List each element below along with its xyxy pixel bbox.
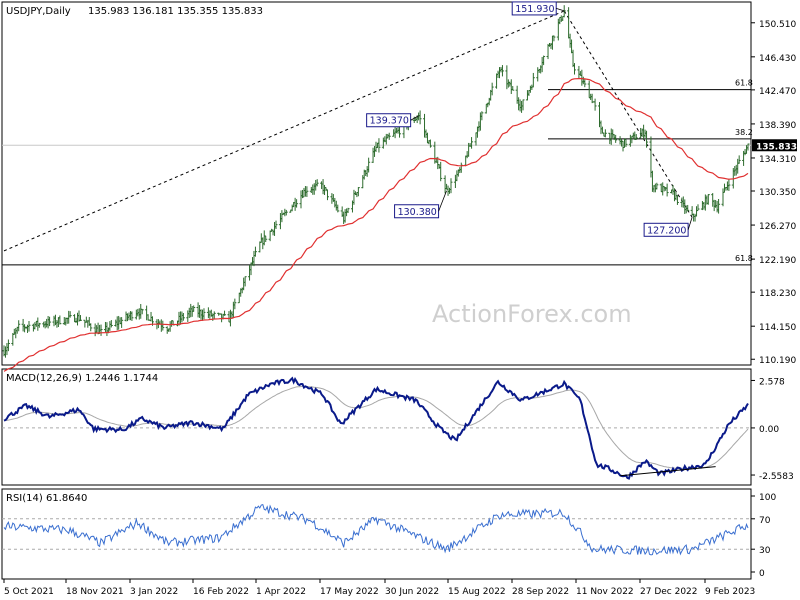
- price-axis-label: 134.310: [759, 155, 796, 165]
- rsi-line: [3, 503, 749, 556]
- last-price-tag: [752, 139, 797, 152]
- macd-axis-label: -2.5583: [759, 472, 794, 482]
- macd-title: MACD(12,26,9) 1.2446 1.1744: [6, 373, 158, 384]
- rsi-axis-label: 70: [759, 516, 771, 526]
- x-axis: 5 Oct 2021 18 Nov 2021 3 Jan 2022 16 Feb 20…: [3, 579, 755, 597]
- annotation-leader: [410, 115, 419, 121]
- moving-average-line: [3, 77, 749, 372]
- price-axis-label: 110.190: [759, 356, 796, 366]
- watermark: ActionForex.com: [432, 300, 632, 328]
- price-axis-label: 126.270: [759, 222, 796, 232]
- price-axis-label: 114.150: [759, 323, 796, 333]
- price-axis-label: 150.510: [759, 20, 796, 30]
- dashed-trendline: [563, 10, 693, 218]
- macd-axis-label: 2.578: [759, 377, 785, 387]
- macd-divergence-line: [620, 466, 716, 477]
- x-axis-label: 9 Feb 2023: [705, 587, 755, 597]
- rsi-panel: 100 70 30 0: [2, 493, 776, 579]
- price-axis-label: 118.230: [759, 289, 796, 299]
- x-axis-label: 15 Aug 2022: [448, 587, 506, 597]
- annotation-leader: [438, 190, 447, 212]
- rsi-axis-label: 0: [759, 569, 765, 579]
- price-axis-label: 130.350: [759, 188, 796, 198]
- rsi-axis-label: 30: [759, 546, 771, 556]
- last-price-label: 135.833: [756, 142, 797, 152]
- macd-panel-frame: [1, 368, 752, 486]
- x-axis-label: 18 Nov 2021: [66, 587, 124, 597]
- x-axis-label: 17 May 2022: [320, 587, 379, 597]
- x-axis-label: 5 Oct 2021: [4, 587, 54, 597]
- x-axis-label: 16 Feb 2022: [193, 587, 249, 597]
- price-panel-frame: [1, 1, 752, 366]
- annotation-leader: [556, 8, 565, 12]
- price-annotation-label: 139.370: [370, 116, 409, 127]
- x-axis-label: 28 Sep 2022: [512, 587, 569, 597]
- annotation-leader: [687, 217, 693, 230]
- x-axis-label: 30 Jun 2022: [385, 587, 439, 597]
- fib-level-label: 38.2: [735, 128, 753, 137]
- rsi-title: RSI(14) 61.8640: [6, 493, 87, 504]
- chart-symbol: USDJPY,Daily: [6, 6, 71, 17]
- x-axis-label: 11 Nov 2022: [576, 587, 634, 597]
- price-axis-label: 142.470: [759, 87, 796, 97]
- price-annotation-label: 127.200: [647, 225, 686, 236]
- fib-level-label: 61.8: [735, 254, 753, 263]
- chart-ohlc: 135.983 136.181 135.355 135.833: [88, 6, 263, 17]
- x-axis-label: 27 Dec 2022: [640, 587, 698, 597]
- macd-line: [3, 376, 749, 480]
- x-axis-label: 1 Apr 2022: [256, 587, 306, 597]
- price-axis-label: 138.390: [759, 121, 796, 131]
- fib-level-label: 61.8: [735, 79, 753, 88]
- rsi-axis-label: 100: [759, 493, 776, 503]
- price-annotation-label: 151.930: [515, 4, 554, 15]
- price-axis-label: 122.190: [759, 256, 796, 266]
- price-panel: 150.510 146.430 142.470 138.390 134.310 130.3…: [2, 1, 797, 372]
- price-annotation-label: 130.380: [398, 207, 437, 218]
- price-axis-label: 146.430: [759, 54, 796, 64]
- macd-panel: 2.578 0.00 -2.5583: [2, 376, 794, 482]
- rsi-panel-frame: [1, 488, 752, 580]
- x-axis-label: 3 Jan 2022: [130, 587, 178, 597]
- macd-axis-label: 0.00: [759, 425, 779, 435]
